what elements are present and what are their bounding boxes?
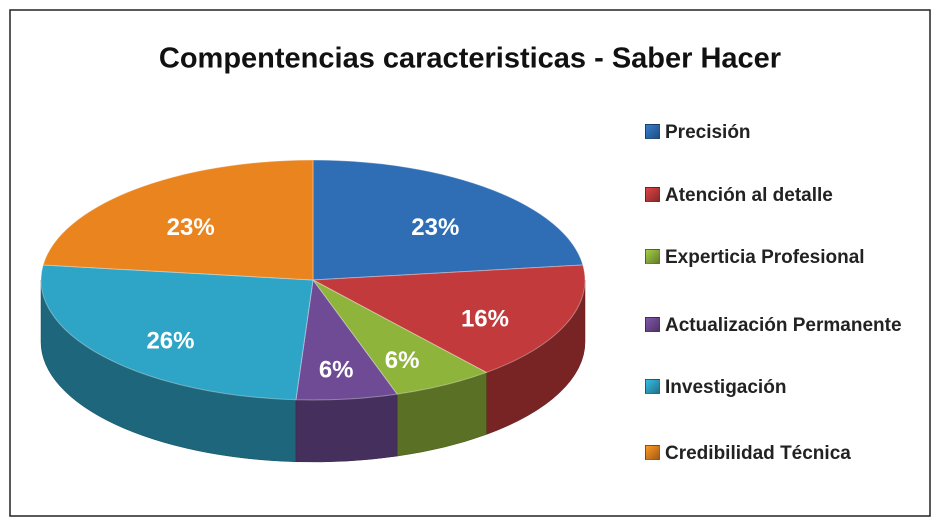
data-label: 26% [146,327,194,354]
legend-label: Investigación [665,377,787,398]
legend-swatch [645,445,660,460]
legend-item: Actualización Permanente [645,313,902,339]
slice [312,159,584,281]
data-label: 23% [167,214,215,241]
legend-item: Atención al detalle [645,183,833,209]
legend-label: Credibilidad Técnica [665,443,851,464]
legend-swatch [645,317,660,332]
slice [311,264,586,374]
chart-title: Compentencias caracteristicas - Saber Ha… [159,43,781,75]
slice [295,278,398,401]
slice [42,159,314,281]
data-label: 16% [461,305,509,332]
legend-swatch [645,249,660,264]
data-label: 23% [411,214,459,241]
legend-item: Credibilidad Técnica [645,441,851,467]
legend-item: Investigación [645,375,786,401]
legend-swatch [645,187,660,202]
slice-side [295,393,398,463]
legend-item: Precisión [645,120,751,146]
legend-label: Atención al detalle [665,185,833,206]
legend-label: Actualización Permanente [665,315,902,336]
legend-item: Experticia Profesional [645,245,865,271]
data-label: 6% [319,356,354,383]
slice [312,279,488,395]
legend-swatch [645,124,660,139]
data-label: 6% [385,347,420,374]
legend-label: Experticia Profesional [665,247,865,268]
legend-label: Precisión [665,122,751,143]
slice [40,264,314,401]
legend-swatch [645,379,660,394]
